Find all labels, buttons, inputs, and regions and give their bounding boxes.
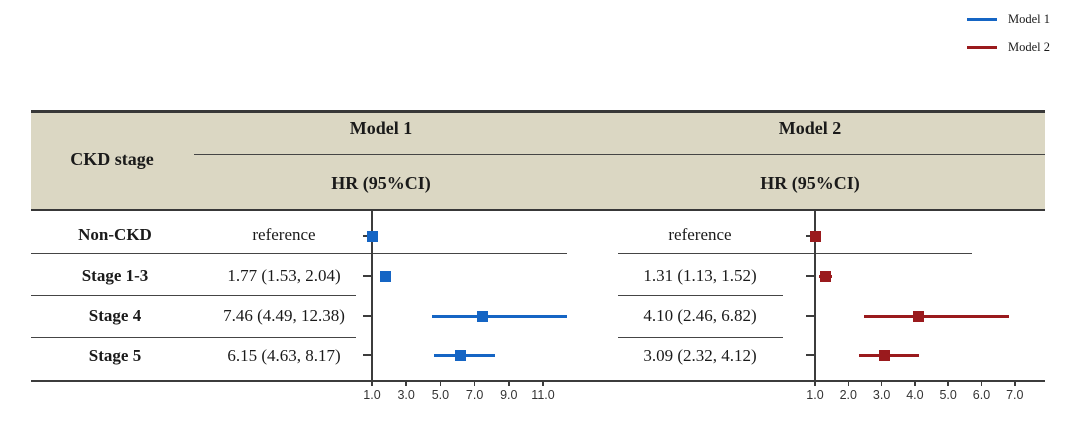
- row-separator-3-left: [31, 336, 356, 338]
- category-tick: [806, 354, 815, 356]
- model-2-hr-stage-4: 4.10 (2.46, 6.82): [643, 306, 757, 325]
- x-axis-tick-label: 5.0: [431, 388, 450, 402]
- hr-marker: [879, 349, 891, 361]
- row-separator-3-right: [618, 336, 783, 338]
- model-1-hr-stage-1-3: 1.77 (1.53, 2.04): [227, 266, 341, 285]
- model-group-rule: [194, 153, 1045, 155]
- model-2-hr-non-ckd: reference: [668, 225, 732, 244]
- hr-marker: [819, 270, 831, 282]
- ci-whisker: [863, 314, 1009, 318]
- category-tick: [806, 235, 815, 237]
- x-axis-tick-label: 6.0: [972, 388, 991, 402]
- model-2-group-title: Model 2: [778, 118, 842, 138]
- row-label-stage-4: Stage 4: [88, 306, 142, 325]
- legend-label-model-2: Model 2: [1007, 40, 1050, 54]
- table-top-border: [31, 110, 1045, 113]
- hr-marker: [379, 270, 391, 282]
- x-axis-tick-label: 5.0: [939, 388, 957, 402]
- legend-label-model-1: Model 1: [1007, 12, 1050, 26]
- hr-marker: [912, 310, 924, 322]
- hr-marker: [476, 310, 488, 322]
- stage-column-header: CKD stage: [70, 149, 154, 169]
- row-label-stage-1-3: Stage 1-3: [81, 266, 149, 285]
- x-axis-tick-label: 1.0: [806, 388, 824, 402]
- model-2-line-swatch: [966, 46, 997, 49]
- row-separator-1-left: [31, 252, 567, 254]
- model-2-hr-subheader: HR (95%CI): [760, 173, 860, 193]
- x-axis-tick-label: 2.0: [839, 388, 857, 402]
- legend-item-model-2: Model 2: [966, 40, 1050, 55]
- table-header-background: [31, 112, 1045, 209]
- category-tick: [806, 275, 815, 277]
- reference-axis-line: [814, 211, 816, 380]
- ci-whisker: [431, 314, 567, 318]
- model-1-hr-stage-5: 6.15 (4.63, 8.17): [227, 346, 341, 365]
- x-axis-tick-label: 3.0: [872, 388, 891, 402]
- model-1-line-swatch: [966, 18, 997, 21]
- x-axis-tick-label: 7.0: [465, 388, 484, 402]
- x-axis-tick-label: 4.0: [906, 388, 924, 402]
- reference-axis-line: [371, 211, 373, 380]
- row-label-non-ckd: Non-CKD: [78, 225, 152, 244]
- x-axis-tick-label: 9.0: [500, 388, 518, 402]
- ci-whisker: [381, 274, 390, 278]
- model-1-hr-subheader: HR (95%CI): [331, 173, 431, 193]
- ci-whisker: [819, 274, 833, 278]
- legend-item-model-1: Model 1: [966, 12, 1050, 27]
- model-1-group-title: Model 1: [349, 118, 413, 138]
- ci-whisker: [434, 353, 495, 357]
- hr-marker: [809, 230, 821, 242]
- hr-marker: [454, 349, 466, 361]
- x-axis-tick-label: 1.0: [363, 388, 381, 402]
- row-separator-2-left: [31, 294, 356, 296]
- ci-whisker: [858, 353, 919, 357]
- row-separator-1-right: [618, 252, 972, 254]
- model-1-hr-non-ckd: reference: [252, 225, 316, 244]
- x-axis-tick-label: 7.0: [1006, 388, 1024, 402]
- x-axis-tick-label: 11.0: [531, 388, 555, 402]
- row-separator-2-right: [618, 294, 783, 296]
- row-label-stage-5: Stage 5: [88, 346, 142, 365]
- legend: Model 1 Model 2: [966, 12, 1050, 55]
- table-bottom-border: [31, 379, 1045, 382]
- model-2-hr-stage-5: 3.09 (2.32, 4.12): [643, 346, 757, 365]
- category-tick: [806, 315, 815, 317]
- header-bottom-border: [31, 208, 1045, 211]
- x-axis-tick-label: 3.0: [397, 388, 415, 402]
- model-1-hr-stage-4: 7.46 (4.49, 12.38): [223, 306, 345, 325]
- model-2-hr-stage-1-3: 1.31 (1.13, 1.52): [643, 266, 757, 285]
